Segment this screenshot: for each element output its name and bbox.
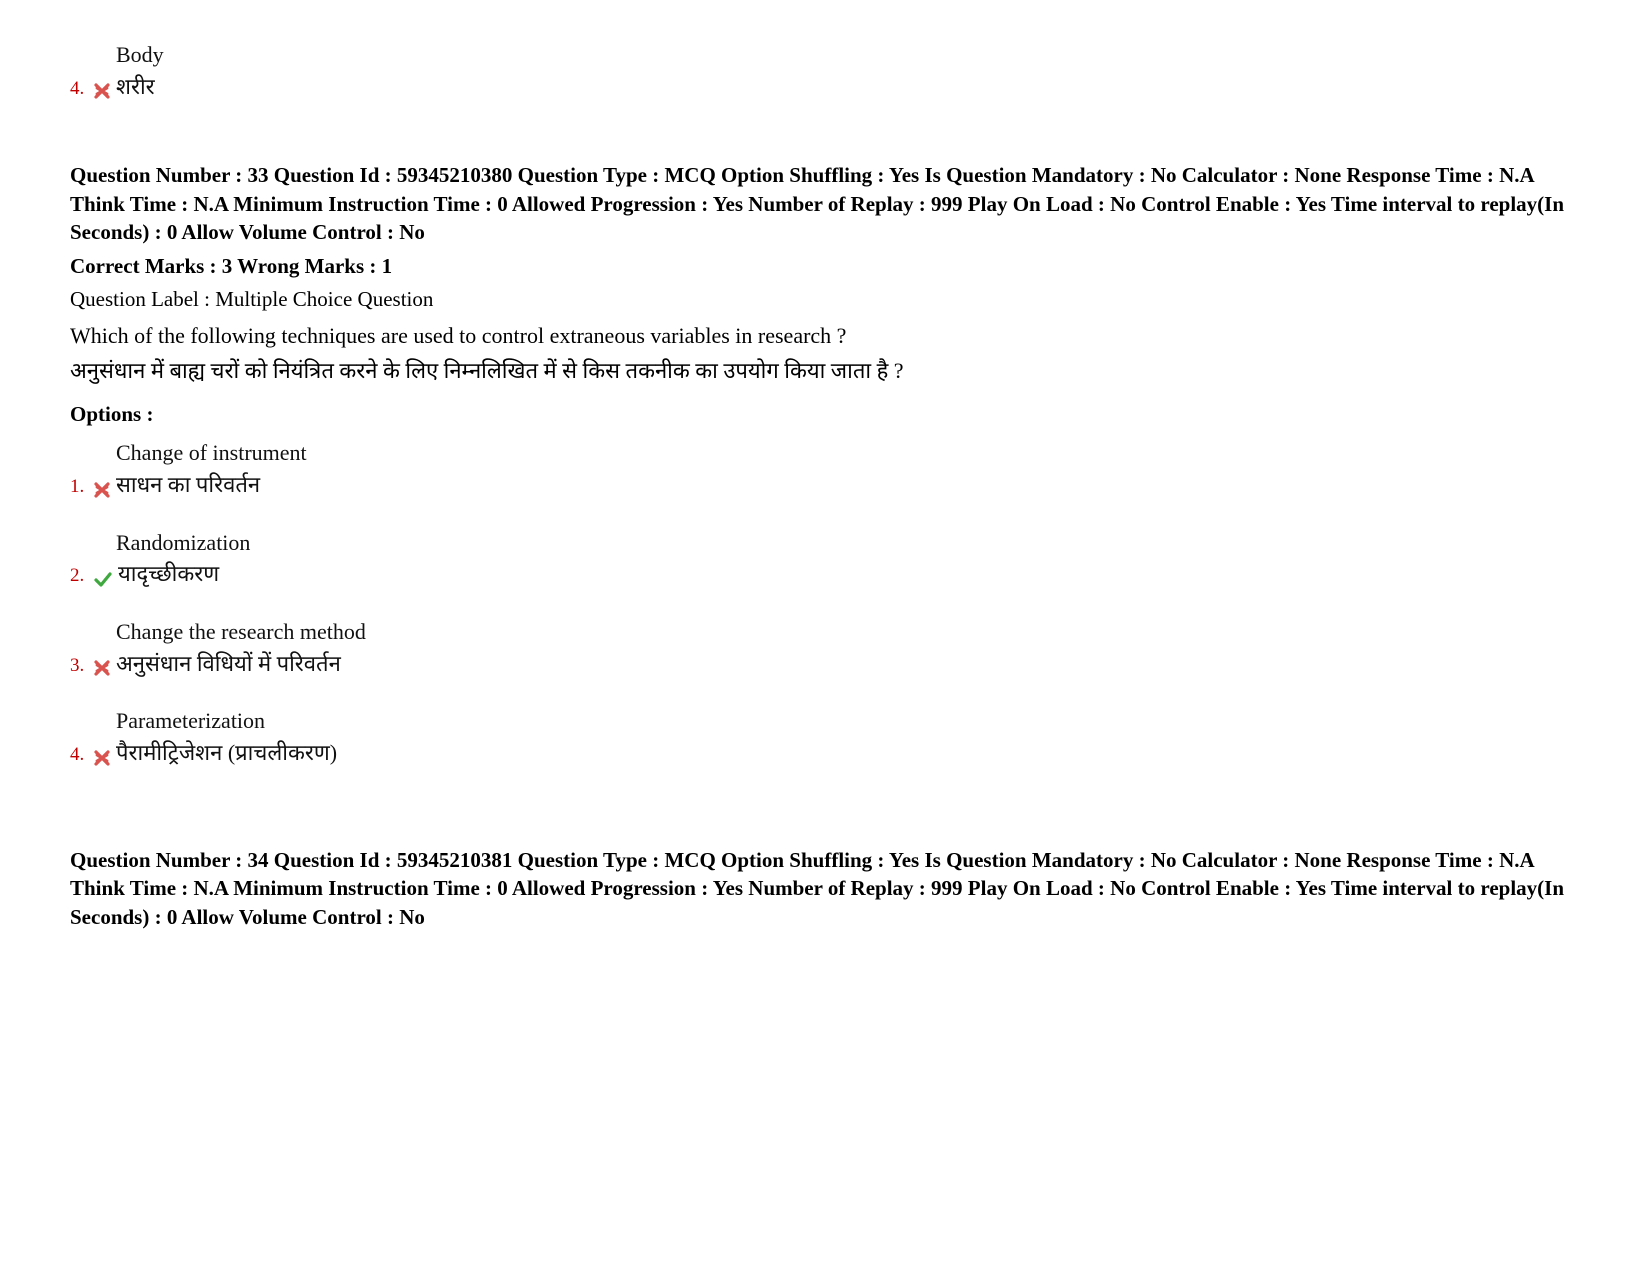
option-number: 2.: [70, 563, 92, 589]
option-number: 4.: [70, 742, 92, 768]
option-en: Randomization: [116, 528, 1581, 558]
option-hi: पैरामीट्रिजेशन (प्राचलीकरण): [116, 738, 337, 768]
cross-icon: [94, 482, 110, 498]
option-en: Change the research method: [116, 617, 1581, 647]
question-label: Question Label : Multiple Choice Questio…: [70, 285, 1581, 313]
cross-icon: [94, 83, 110, 99]
question-marks: Correct Marks : 3 Wrong Marks : 1: [70, 252, 1581, 280]
option-en: Parameterization: [116, 706, 1581, 736]
prev-option-number: 4.: [70, 76, 92, 102]
option-en: Change of instrument: [116, 438, 1581, 468]
option-item: Parameterization 4. पैरामीट्रिजेशन (प्रा…: [70, 706, 1581, 767]
question-34: Question Number : 34 Question Id : 59345…: [70, 846, 1581, 931]
option-hi: यादृच्छीकरण: [118, 559, 219, 589]
question-33: Question Number : 33 Question Id : 59345…: [70, 161, 1581, 767]
option-hi: साधन का परिवर्तन: [116, 470, 260, 500]
option-item: Randomization 2. यादृच्छीकरण: [70, 528, 1581, 589]
option-hi: अनुसंधान विधियों में परिवर्तन: [116, 649, 341, 679]
check-icon: [94, 571, 112, 587]
options-list: Change of instrument 1. साधन का परिवर्तन…: [70, 438, 1581, 768]
question-meta: Question Number : 33 Question Id : 59345…: [70, 161, 1581, 246]
option-item: Change the research method 3. अनुसंधान व…: [70, 617, 1581, 678]
question-text-hi: अनुसंधान में बाह्य चरों को नियंत्रित करन…: [70, 353, 1581, 388]
options-heading: Options :: [70, 400, 1581, 428]
option-number: 1.: [70, 474, 92, 500]
question-meta: Question Number : 34 Question Id : 59345…: [70, 846, 1581, 931]
prev-option-hi: शरीर: [116, 72, 155, 102]
prev-option-en: Body: [116, 40, 1581, 70]
cross-icon: [94, 750, 110, 766]
option-item: Change of instrument 1. साधन का परिवर्तन: [70, 438, 1581, 499]
option-number: 3.: [70, 653, 92, 679]
cross-icon: [94, 660, 110, 676]
previous-question-tail: Body 4. शरीर: [70, 40, 1581, 101]
question-text-en: Which of the following techniques are us…: [70, 321, 1581, 351]
